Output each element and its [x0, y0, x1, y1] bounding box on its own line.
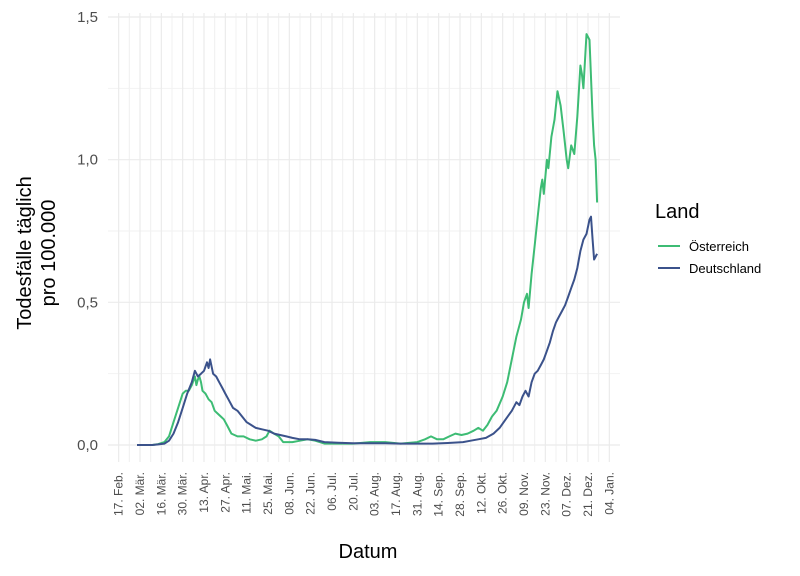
- y-tick-label: 0,5: [77, 294, 98, 311]
- minor-gridlines: [108, 13, 620, 462]
- x-tick-label: 02. Mär.: [133, 472, 147, 515]
- x-tick-label: 17. Aug.: [389, 472, 403, 516]
- series-line-2: [137, 215, 598, 446]
- y-axis-title-line-1: Todesfälle täglich: [14, 176, 36, 329]
- legend: Land Österreich Deutschland: [655, 201, 761, 276]
- y-tick-label: 0,0: [77, 437, 98, 454]
- y-tick-label: 1,0: [77, 152, 98, 169]
- x-tick-label: 06. Jul.: [325, 472, 339, 511]
- x-tick-label: 23. Nov.: [538, 472, 552, 516]
- y-tick-label: 1,5: [77, 9, 98, 26]
- legend-title: Land: [655, 201, 700, 223]
- x-tick-label: 30. Mär.: [176, 472, 190, 515]
- x-tick-label: 26. Okt.: [496, 472, 510, 514]
- x-tick-label: 22. Jun.: [304, 472, 318, 515]
- legend-label-series-1: Österreich: [689, 239, 749, 254]
- x-axis-ticks: 17. Feb. 02. Mär. 16. Mär. 30. Mär. 13. Apr.…: [112, 472, 617, 517]
- x-tick-label: 09. Nov.: [517, 472, 531, 516]
- y-axis-title-line-2: pro 100.000: [38, 200, 60, 307]
- x-tick-label: 11. Mai.: [240, 472, 254, 514]
- x-tick-label: 13. Apr.: [197, 472, 211, 513]
- legend-label-series-2: Deutschland: [689, 261, 761, 276]
- x-tick-label: 12. Okt.: [474, 472, 488, 514]
- x-tick-label: 14. Sep.: [432, 472, 446, 517]
- x-tick-label: 20. Jul.: [346, 472, 360, 511]
- y-axis-ticks: 0,0 0,5 1,0 1,5: [77, 9, 98, 454]
- series-line-1: [137, 33, 599, 446]
- x-tick-label: 04. Jan.: [602, 472, 616, 515]
- x-axis-title: Datum: [339, 541, 398, 563]
- x-tick-label: 03. Aug.: [368, 472, 382, 516]
- data-series: [137, 33, 599, 446]
- x-tick-label: 21. Dez.: [581, 472, 595, 517]
- x-tick-label: 28. Sep.: [453, 472, 467, 517]
- x-tick-label: 25. Mai.: [261, 472, 275, 515]
- x-tick-label: 27. Apr.: [218, 472, 232, 513]
- x-tick-label: 07. Dez.: [560, 472, 574, 517]
- x-tick-label: 17. Feb.: [112, 472, 126, 516]
- x-tick-label: 16. Mär.: [154, 472, 168, 515]
- x-tick-label: 31. Aug.: [410, 472, 424, 516]
- major-gridlines: [108, 13, 620, 462]
- x-tick-label: 08. Jun.: [282, 472, 296, 515]
